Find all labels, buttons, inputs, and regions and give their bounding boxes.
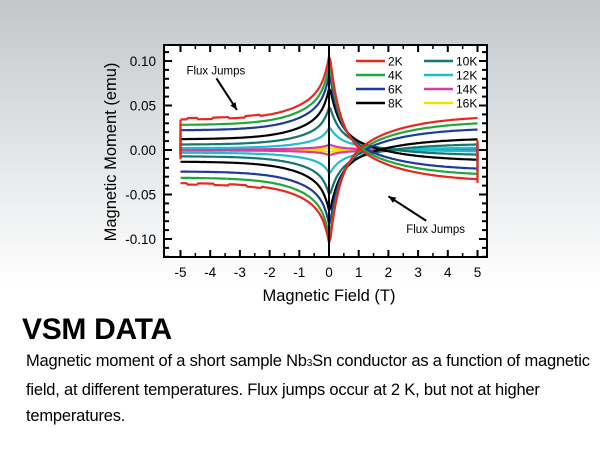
x-tick-label: 5 xyxy=(474,265,482,280)
caption-text-post: Sn conductor as a function of magnetic f… xyxy=(26,352,590,425)
legend-label: 6K xyxy=(388,83,403,97)
legend-label: 14K xyxy=(456,83,477,97)
legend-label: 12K xyxy=(456,69,477,83)
legend-label: 10K xyxy=(456,55,477,69)
x-tick-label: 1 xyxy=(355,265,363,280)
annotations: Flux Jumps Flux Jumps xyxy=(186,65,465,235)
x-tick-label: 0 xyxy=(325,265,333,280)
x-tick-label: 4 xyxy=(444,265,452,280)
x-tick-label: -1 xyxy=(293,265,305,280)
y-tick-label: -0.10 xyxy=(125,232,156,247)
x-axis-label: Magnetic Field (T) xyxy=(263,287,396,305)
caption: Magnetic moment of a short sample Nb3Sn … xyxy=(26,348,596,429)
caption-text-pre: Magnetic moment of a short sample Nb xyxy=(26,352,307,370)
y-axis-label: Magnetic Moment (emu) xyxy=(102,63,120,242)
legend-label: 8K xyxy=(388,97,403,111)
x-tick-labels: -5 -4 -3 -2 -1 0 1 2 3 4 5 xyxy=(174,265,481,280)
annotation-flux-jumps: Flux Jumps xyxy=(186,65,245,77)
x-tick-label: -4 xyxy=(204,265,216,280)
x-tick-label: -3 xyxy=(234,265,246,280)
legend-label: 4K xyxy=(388,69,403,83)
x-tick-label: 2 xyxy=(385,265,393,280)
legend-label: 2K xyxy=(388,55,403,69)
page-title: VSM DATA xyxy=(22,313,172,346)
y-tick-label: 0.05 xyxy=(130,99,156,114)
caption-subscript: 3 xyxy=(306,358,313,369)
x-tick-label: -5 xyxy=(174,265,186,280)
y-tick-label: -0.05 xyxy=(125,188,156,203)
y-tick-labels: 0.10 0.05 0.00 -0.05 -0.10 xyxy=(125,54,156,247)
axis-ticks xyxy=(164,45,487,258)
arrow-icon xyxy=(230,102,237,110)
y-tick-label: 0.00 xyxy=(130,143,156,158)
y-tick-label: 0.10 xyxy=(130,54,156,69)
arrow-icon xyxy=(388,196,397,203)
hysteresis-chart: -5 -4 -3 -2 -1 0 1 2 3 4 5 0.100.050.00-0.05-0.10 … xyxy=(102,44,488,305)
annotation-flux-jumps: Flux Jumps xyxy=(406,224,465,236)
x-tick-label: 3 xyxy=(414,265,422,280)
legend-label: 16K xyxy=(456,97,477,111)
x-tick-label: -2 xyxy=(264,265,276,280)
